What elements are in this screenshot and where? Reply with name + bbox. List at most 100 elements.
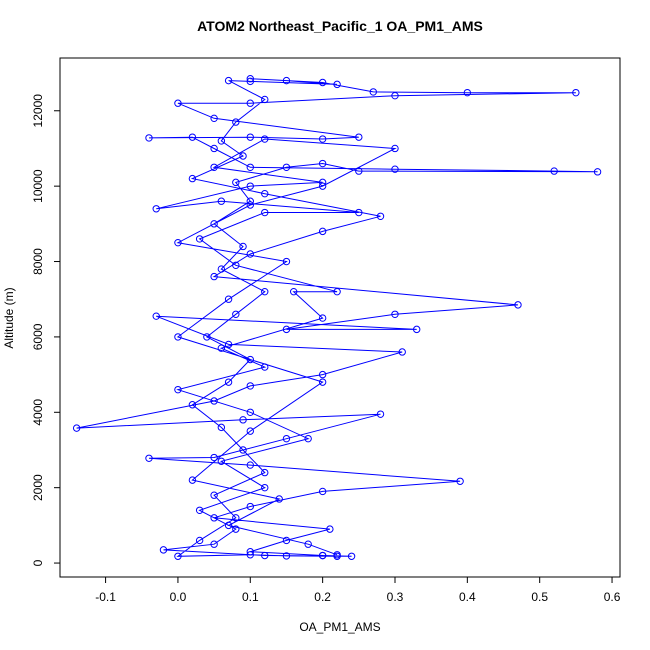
data-point <box>391 165 399 173</box>
data-point <box>195 536 204 545</box>
data-point <box>224 76 233 85</box>
data-point <box>217 197 226 205</box>
data-point <box>261 95 269 104</box>
data-point <box>326 525 334 533</box>
y-axis-label: Altitude (m) <box>2 287 16 348</box>
data-point <box>355 133 363 141</box>
data-point <box>282 536 291 545</box>
data-point <box>246 75 254 83</box>
data-point <box>261 135 269 143</box>
data-point <box>246 427 254 435</box>
data-point <box>261 468 269 477</box>
data-point <box>246 355 254 364</box>
data-point <box>318 370 327 379</box>
x-tick-label: 0.4 <box>459 590 476 604</box>
data-point <box>246 250 254 258</box>
x-tick-label: 0.5 <box>531 590 548 604</box>
y-tick-label: 10000 <box>31 169 45 203</box>
data-point <box>174 385 182 394</box>
data-point <box>398 348 406 356</box>
y-tick-label: 8000 <box>31 248 45 275</box>
data-point <box>174 99 182 107</box>
data-point <box>72 424 81 432</box>
data-point <box>572 88 580 97</box>
data-point <box>239 152 247 160</box>
data-point <box>275 495 283 503</box>
data-point <box>261 551 269 560</box>
data-point <box>282 434 291 443</box>
data-point <box>289 287 298 296</box>
data-point <box>210 397 218 405</box>
data-point <box>232 118 240 126</box>
data-point <box>210 220 218 228</box>
data-point <box>217 137 226 145</box>
x-tick-label: 0.6 <box>604 590 621 604</box>
data-point <box>246 461 254 469</box>
data-point <box>217 423 226 432</box>
data-point <box>210 491 218 499</box>
x-axis-label: OA_PM1_AMS <box>299 620 380 634</box>
data-point <box>217 344 226 352</box>
data-point <box>514 301 522 309</box>
data-point <box>261 287 269 296</box>
plot-frame <box>59 57 621 578</box>
data-point <box>239 242 247 251</box>
data-point <box>456 477 464 485</box>
data-point <box>210 144 218 153</box>
data-point <box>159 546 168 554</box>
data-point <box>145 134 153 142</box>
data-point <box>261 363 269 371</box>
data-point <box>355 167 363 175</box>
data-point <box>412 325 421 334</box>
data-point <box>376 212 385 221</box>
data-point <box>224 378 233 386</box>
data-point <box>246 502 254 511</box>
data-point <box>239 446 247 454</box>
data-point <box>232 310 240 318</box>
data-point <box>318 487 327 496</box>
data-point <box>224 295 233 303</box>
data-point <box>376 410 385 418</box>
data-point <box>232 178 240 187</box>
data-point <box>210 540 218 548</box>
data-point <box>333 80 341 89</box>
data-point <box>282 76 291 85</box>
data-point <box>318 227 327 236</box>
data-point <box>217 265 226 273</box>
data-point <box>304 434 312 443</box>
x-tick-label: 0.1 <box>242 590 259 604</box>
data-point <box>593 168 602 176</box>
data-point <box>318 314 327 322</box>
data-point <box>210 453 218 462</box>
data-point <box>261 189 269 198</box>
data-point <box>210 114 218 123</box>
data-point <box>550 167 558 175</box>
data-point <box>195 506 204 514</box>
data-point <box>369 88 377 96</box>
x-tick-label: 0.2 <box>314 590 331 604</box>
y-tick-label: 0 <box>31 559 45 566</box>
data-point <box>232 525 240 533</box>
chart-title: ATOM2 Northeast_Pacific_1 OA_PM1_AMS <box>197 18 483 34</box>
x-tick-label: -0.1 <box>95 590 116 604</box>
data-line <box>76 78 598 557</box>
data-point <box>174 238 182 247</box>
data-point <box>333 551 341 559</box>
data-point <box>174 333 182 341</box>
data-point <box>282 325 291 334</box>
data-point <box>304 540 312 548</box>
data-point <box>246 382 254 390</box>
data-point <box>210 272 218 281</box>
data-point <box>246 133 254 141</box>
data-point <box>246 77 254 86</box>
data-point <box>152 312 160 320</box>
y-tick-label: 6000 <box>31 323 45 350</box>
data-point <box>246 163 254 172</box>
data-point <box>152 205 160 213</box>
data-point <box>333 287 341 296</box>
data-point <box>318 135 327 143</box>
data-point <box>188 401 197 409</box>
y-tick-label: 12000 <box>31 94 45 128</box>
